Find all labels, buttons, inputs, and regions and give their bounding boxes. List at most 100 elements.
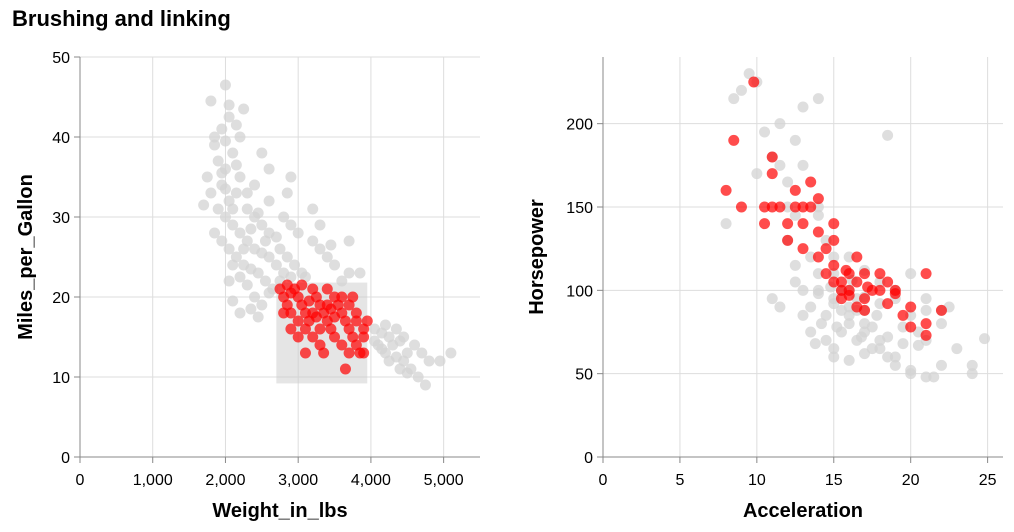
selected-point[interactable] (859, 304, 871, 316)
unselected-point[interactable] (828, 251, 840, 263)
unselected-point[interactable] (812, 93, 824, 105)
selected-point[interactable] (862, 281, 874, 293)
unselected-point[interactable] (409, 339, 421, 351)
unselected-point[interactable] (831, 321, 843, 333)
unselected-point[interactable] (789, 276, 801, 288)
unselected-point[interactable] (227, 259, 239, 271)
unselected-point[interactable] (270, 259, 282, 271)
selected-point[interactable] (361, 315, 373, 327)
unselected-point[interactable] (820, 334, 832, 346)
unselected-point[interactable] (874, 276, 886, 288)
unselected-point[interactable] (219, 135, 231, 147)
unselected-point[interactable] (230, 119, 242, 131)
selected-point[interactable] (797, 218, 809, 230)
unselected-point[interactable] (820, 234, 832, 246)
unselected-point[interactable] (379, 319, 391, 331)
selected-point[interactable] (905, 301, 917, 313)
unselected-point[interactable] (835, 304, 847, 316)
unselected-point[interactable] (241, 279, 253, 291)
unselected-point[interactable] (281, 187, 293, 199)
selected-point[interactable] (343, 347, 355, 359)
unselected-point[interactable] (198, 199, 210, 211)
selected-point[interactable] (318, 347, 330, 359)
selected-point[interactable] (347, 291, 359, 303)
selected-point[interactable] (299, 347, 311, 359)
selected-point[interactable] (812, 193, 824, 205)
unselected-point[interactable] (966, 368, 978, 380)
unselected-point[interactable] (292, 227, 304, 239)
selected-point[interactable] (292, 331, 304, 343)
selected-point[interactable] (759, 218, 771, 230)
unselected-point[interactable] (219, 211, 231, 223)
selected-point[interactable] (805, 176, 817, 188)
unselected-point[interactable] (905, 368, 917, 380)
unselected-point[interactable] (882, 129, 894, 141)
unselected-point[interactable] (782, 201, 794, 213)
unselected-point[interactable] (416, 347, 428, 359)
selected-point[interactable] (759, 201, 771, 213)
unselected-point[interactable] (307, 203, 319, 215)
unselected-point[interactable] (252, 207, 264, 219)
unselected-point[interactable] (343, 235, 355, 247)
unselected-point[interactable] (759, 126, 771, 138)
unselected-point[interactable] (241, 203, 253, 215)
unselected-point[interactable] (216, 123, 228, 135)
unselected-point[interactable] (329, 259, 341, 271)
unselected-point[interactable] (274, 243, 286, 255)
unselected-point[interactable] (928, 371, 940, 383)
unselected-point[interactable] (343, 267, 355, 279)
unselected-point[interactable] (735, 84, 747, 96)
unselected-point[interactable] (812, 288, 824, 300)
selected-point[interactable] (339, 363, 351, 375)
unselected-point[interactable] (720, 218, 732, 230)
unselected-point[interactable] (774, 159, 786, 171)
unselected-point[interactable] (866, 321, 878, 333)
selected-point[interactable] (314, 323, 326, 335)
unselected-point[interactable] (812, 201, 824, 213)
selected-point[interactable] (789, 184, 801, 196)
selected-point[interactable] (859, 293, 871, 305)
unselected-point[interactable] (369, 335, 381, 347)
unselected-point[interactable] (797, 284, 809, 296)
selected-point[interactable] (789, 201, 801, 213)
unselected-point[interactable] (263, 287, 275, 299)
unselected-point[interactable] (912, 339, 924, 351)
unselected-point[interactable] (263, 195, 275, 207)
unselected-point[interactable] (227, 219, 239, 231)
unselected-point[interactable] (828, 268, 840, 280)
selected-point[interactable] (285, 323, 297, 335)
selected-point[interactable] (735, 201, 747, 213)
selected-point[interactable] (859, 268, 871, 280)
unselected-point[interactable] (223, 275, 235, 287)
unselected-point[interactable] (212, 155, 224, 167)
unselected-point[interactable] (390, 323, 402, 335)
unselected-point[interactable] (256, 147, 268, 159)
unselected-point[interactable] (256, 299, 268, 311)
unselected-point[interactable] (209, 227, 221, 239)
unselected-point[interactable] (797, 159, 809, 171)
unselected-point[interactable] (728, 93, 740, 105)
unselected-point[interactable] (843, 251, 855, 263)
selected-point[interactable] (358, 331, 370, 343)
unselected-point[interactable] (259, 235, 271, 247)
unselected-point[interactable] (227, 147, 239, 159)
unselected-point[interactable] (201, 171, 213, 183)
selected-point[interactable] (358, 347, 370, 359)
unselected-point[interactable] (812, 209, 824, 221)
selected-point[interactable] (350, 315, 362, 327)
selected-point[interactable] (299, 323, 311, 335)
selected-point[interactable] (292, 315, 304, 327)
unselected-point[interactable] (789, 134, 801, 146)
unselected-point[interactable] (905, 268, 917, 280)
unselected-point[interactable] (935, 318, 947, 330)
selected-point[interactable] (720, 184, 732, 196)
selected-point[interactable] (805, 201, 817, 213)
unselected-point[interactable] (336, 275, 348, 287)
selected-point[interactable] (905, 321, 917, 333)
selected-point[interactable] (920, 268, 932, 280)
unselected-point[interactable] (314, 243, 326, 255)
unselected-point[interactable] (855, 331, 867, 343)
unselected-point[interactable] (815, 318, 827, 330)
selected-point[interactable] (329, 331, 341, 343)
